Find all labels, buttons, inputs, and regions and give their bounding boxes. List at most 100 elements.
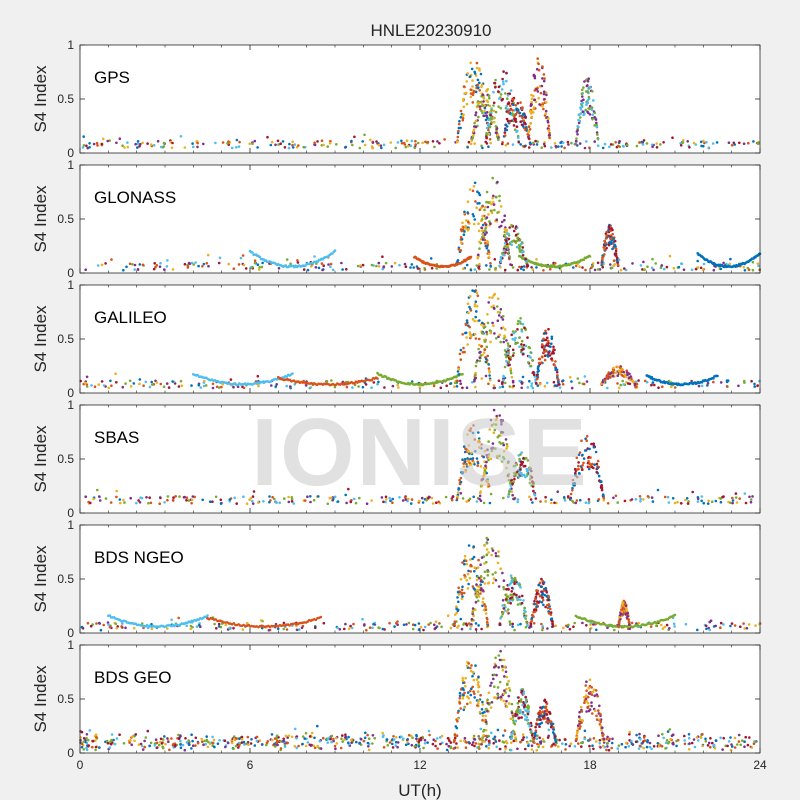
data-point: [639, 500, 642, 503]
data-point: [475, 595, 479, 599]
data-point: [536, 734, 539, 738]
data-point: [523, 609, 526, 612]
data-point: [519, 317, 522, 320]
data-point: [514, 330, 517, 333]
data-point: [462, 105, 466, 109]
data-point: [502, 82, 505, 86]
data-point: [480, 484, 484, 488]
data-point: [260, 619, 263, 622]
data-point: [235, 138, 239, 142]
data-point: [465, 336, 468, 339]
data-point: [704, 624, 708, 628]
data-point: [159, 496, 162, 500]
data-point: [481, 146, 484, 150]
data-point: [501, 740, 505, 744]
data-point: [370, 145, 374, 148]
data-point: [144, 380, 148, 384]
data-point: [581, 266, 584, 269]
data-point: [585, 380, 589, 383]
data-point: [459, 476, 463, 480]
data-point: [410, 743, 414, 747]
data-point: [541, 596, 544, 599]
data-point: [505, 71, 508, 75]
data-point: [483, 466, 486, 470]
data-point: [498, 386, 502, 389]
data-point: [237, 145, 241, 148]
data-point: [570, 386, 574, 390]
data-point: [468, 295, 472, 298]
data-point: [214, 618, 217, 621]
data-point: [665, 739, 669, 742]
data-point: [479, 592, 482, 595]
data-point: [513, 582, 516, 586]
data-point: [610, 266, 613, 270]
data-point: [381, 731, 384, 735]
data-point: [521, 116, 524, 120]
data-point: [496, 561, 500, 565]
data-point: [134, 733, 138, 736]
data-point: [136, 146, 139, 149]
data-point: [370, 386, 373, 390]
data-point: [537, 62, 540, 66]
data-point: [586, 101, 590, 105]
data-point: [490, 553, 494, 557]
data-point: [158, 502, 161, 506]
data-point: [518, 595, 521, 599]
data-point: [697, 384, 701, 388]
y-axis-label: S4 Index: [31, 185, 50, 253]
data-point: [469, 335, 473, 338]
data-point: [532, 94, 535, 98]
data-point: [502, 457, 506, 461]
data-point: [654, 262, 657, 265]
data-point: [187, 499, 190, 502]
data-point: [314, 266, 318, 269]
data-point: [522, 456, 525, 460]
data-point: [486, 205, 490, 209]
data-point: [204, 384, 208, 387]
data-point: [421, 501, 425, 504]
data-point: [200, 737, 203, 741]
data-point: [451, 495, 455, 499]
data-point: [418, 386, 422, 389]
data-point: [512, 472, 516, 475]
data-point: [541, 598, 545, 602]
data-point: [494, 266, 498, 270]
data-point: [84, 268, 87, 272]
data-point: [535, 737, 539, 740]
data-point: [623, 373, 627, 377]
data-point: [481, 600, 485, 604]
data-point: [476, 202, 479, 205]
data-point: [545, 344, 548, 347]
data-point: [542, 589, 546, 592]
data-point: [497, 138, 500, 141]
data-point: [457, 600, 460, 604]
data-point: [96, 144, 99, 147]
data-point: [122, 498, 125, 502]
data-point: [544, 589, 548, 592]
data-point: [489, 264, 493, 268]
data-point: [327, 737, 330, 741]
data-point: [547, 124, 551, 128]
data-point: [258, 266, 262, 269]
data-point: [313, 736, 316, 740]
data-point: [607, 243, 610, 246]
data-point: [501, 142, 504, 146]
data-point: [491, 321, 494, 325]
data-point: [79, 738, 82, 742]
data-point: [734, 492, 738, 495]
data-point: [625, 371, 629, 374]
data-point: [607, 371, 610, 374]
data-point: [743, 492, 747, 495]
data-point: [155, 264, 159, 267]
data-point: [505, 466, 508, 470]
data-point: [304, 384, 308, 387]
data-point: [472, 222, 476, 226]
data-point: [396, 141, 400, 144]
data-point: [618, 616, 621, 619]
data-point: [466, 343, 470, 346]
data-point: [230, 146, 234, 150]
data-point: [276, 627, 280, 631]
data-point: [573, 467, 577, 471]
data-point: [154, 738, 158, 741]
